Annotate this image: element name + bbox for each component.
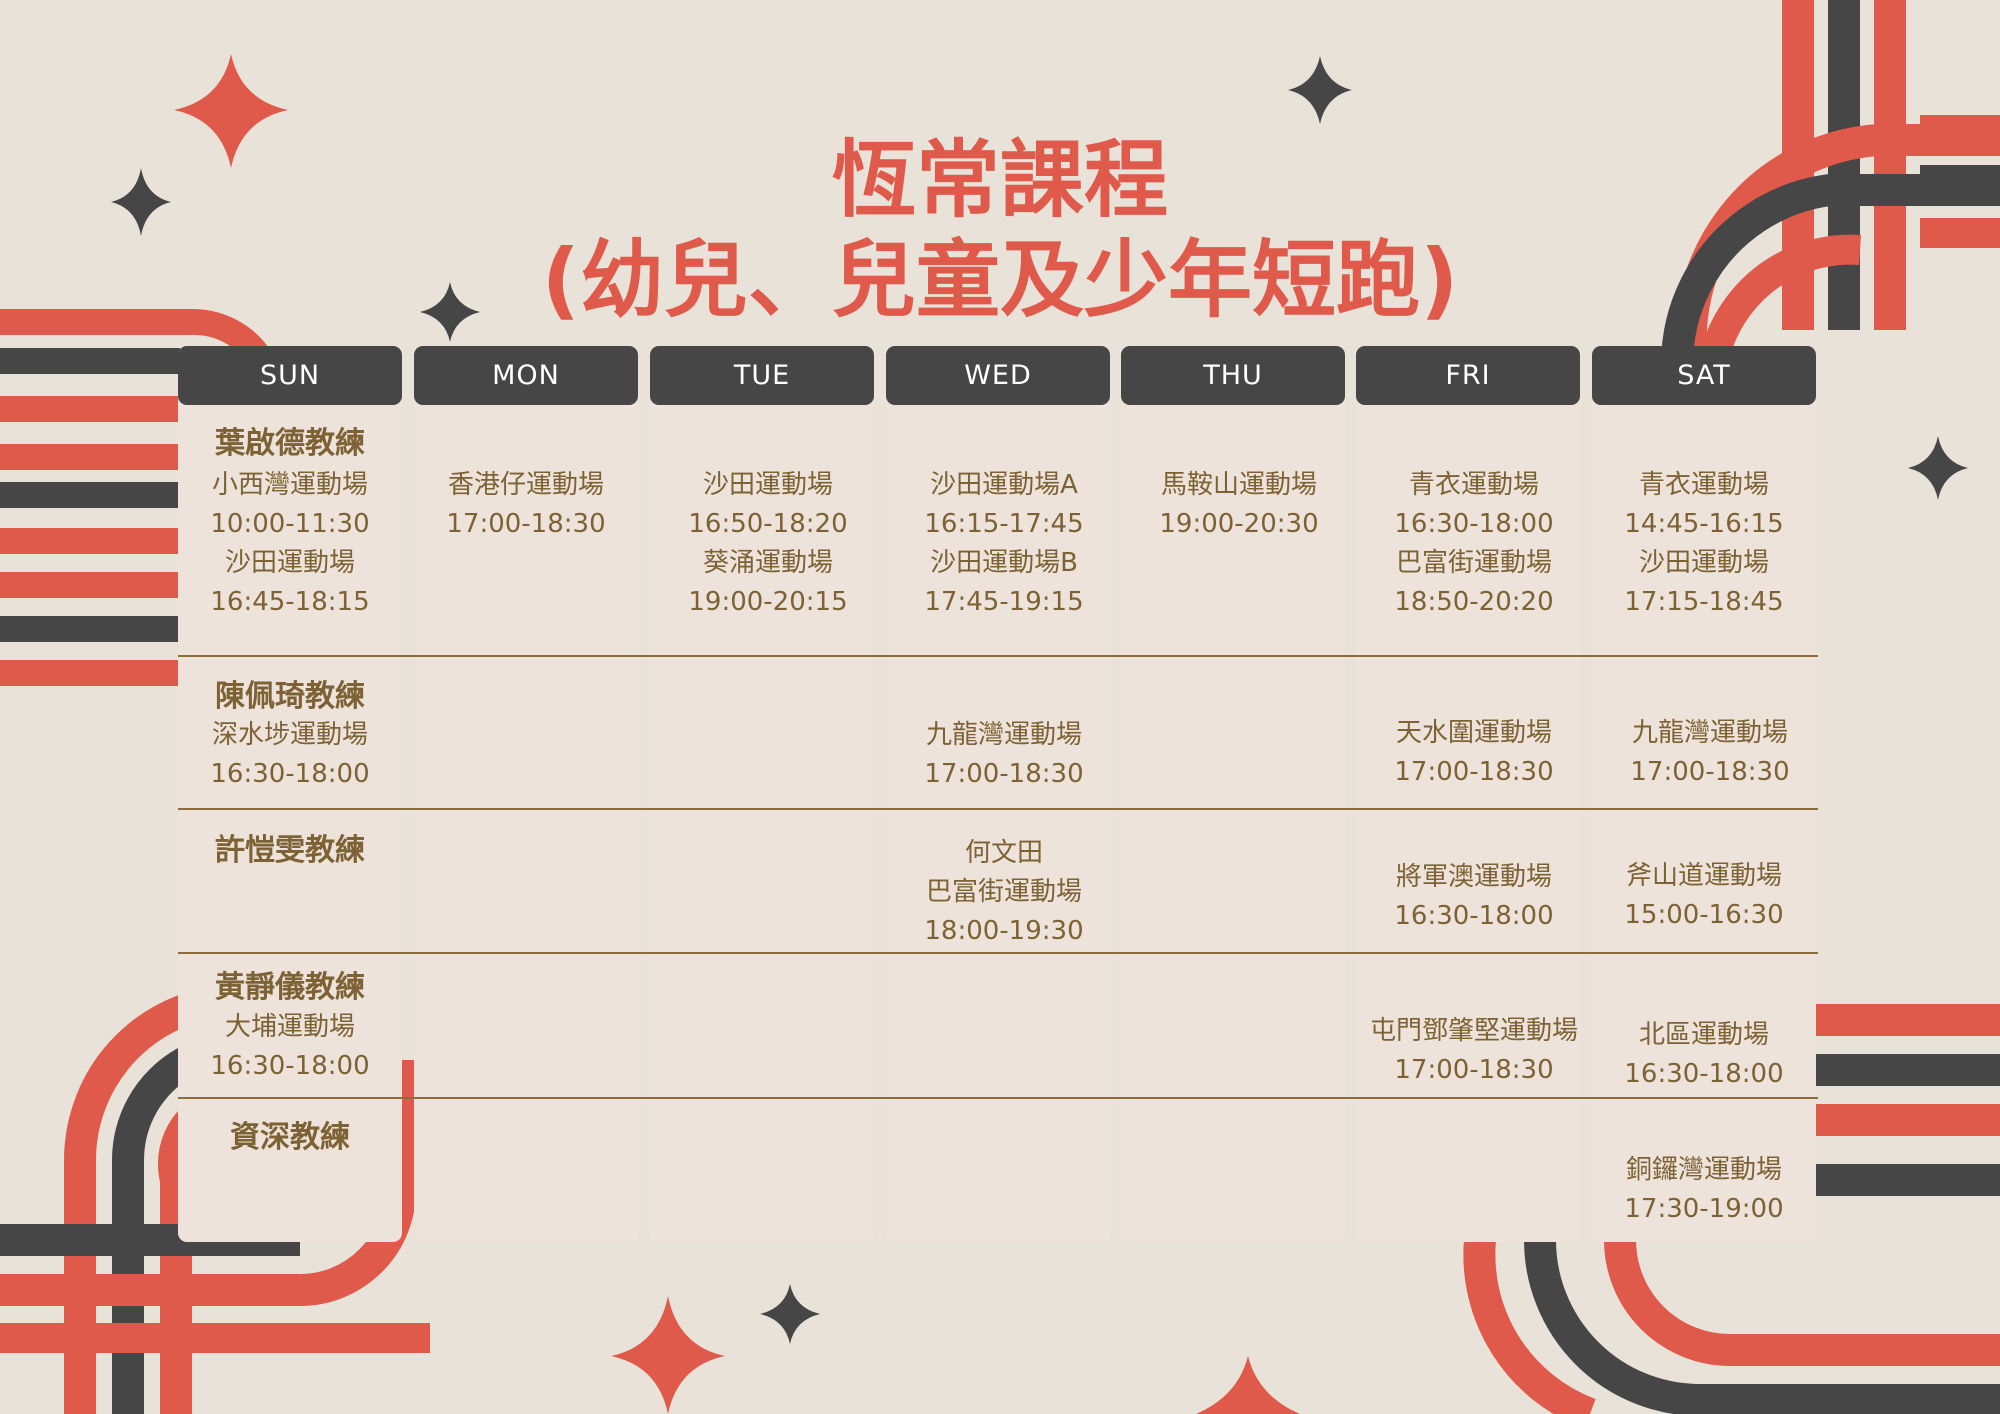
time-label: 18:50-20:20 [1394,587,1554,617]
sparkle-icon [611,1296,725,1414]
day-header-sat: SAT [1592,346,1816,405]
venue-label: 屯門鄧肇堅運動場 [1369,1016,1578,1046]
venue-label: 巴富街運動場 [1395,548,1552,578]
session-block: 天水圍運動場 17:00-18:30 [1356,714,1592,792]
venue-label: 沙田運動場A [930,470,1078,500]
coach-name: 陳佩琦教練 [215,679,365,714]
time-label: 10:00-11:30 [210,509,370,539]
venue-label: 葵涌運動場 [702,548,833,578]
column-sat: SAT [1592,346,1816,1242]
venue-label: 天水圍運動場 [1395,718,1552,748]
venue-label: 沙田運動場B [930,548,1078,578]
venue-label: 深水埗運動場 [211,720,368,750]
venue-label: 小西灣運動場 [211,470,368,500]
column-tue: TUE [650,346,874,1242]
venue-label: 沙田運動場 [702,470,833,500]
coach-name: 黃靜儀教練 [215,970,365,1005]
page-subtitle: (幼兒、兒童及少年短跑) [541,231,1459,329]
session-block: 馬鞍山運動場 19:00-20:30 [1121,466,1357,544]
session-block: 沙田運動場A 16:15-17:45 沙田運動場B 17:45-19:15 [886,466,1122,622]
venue-label: 沙田運動場 [1638,548,1769,578]
day-header-tue: TUE [650,346,874,405]
time-label: 18:00-19:30 [924,916,1084,946]
time-label: 16:50-18:20 [688,509,848,539]
venue-label: 斧山道運動場 [1625,861,1782,891]
sparkle-icon [420,282,480,342]
time-label: 19:00-20:15 [688,587,848,617]
session-block: 九龍灣運動場 17:00-18:30 [886,716,1122,794]
venue-label: 九龍灣運動場 [925,720,1082,750]
time-label: 16:30-18:00 [210,1051,370,1081]
session-block: 銅鑼灣運動場 17:30-19:00 [1586,1151,1822,1229]
time-label: 17:15-18:45 [1624,587,1784,617]
session-block: 青衣運動場 16:30-18:00 巴富街運動場 18:50-20:20 [1356,466,1592,622]
time-label: 17:30-19:00 [1624,1194,1784,1224]
column-wed: WED [886,346,1110,1242]
day-header-wed: WED [886,346,1110,405]
coach-name: 葉啟德教練 [215,426,365,461]
day-header-fri: FRI [1356,346,1580,405]
row-divider [178,952,1818,954]
venue-label: 大埔運動場 [224,1012,355,1042]
session-block: 大埔運動場 16:30-18:00 [172,1008,408,1086]
time-label: 17:00-18:30 [1394,757,1554,787]
session-block: 屯門鄧肇堅運動場 17:00-18:30 [1356,1012,1592,1090]
time-label: 16:30-18:00 [1624,1059,1784,1089]
page-title: 恆常課程 [831,131,1168,229]
session-block: 香港仔運動場 17:00-18:30 [408,466,644,544]
sparkle-icon [1196,1356,1300,1414]
session-block: 沙田運動場 16:50-18:20 葵涌運動場 19:00-20:15 [650,466,886,622]
time-label: 16:30-18:00 [1394,509,1554,539]
day-header-mon: MON [414,346,638,405]
sparkle-icon [760,1284,820,1344]
venue-label: 九龍灣運動場 [1631,718,1788,748]
day-header-thu: THU [1121,346,1345,405]
time-label: 16:45-18:15 [210,587,370,617]
column-mon: MON [414,346,638,1242]
sparkle-icon [1288,56,1352,124]
row-divider [178,655,1818,657]
column-sun: SUN [178,346,402,1242]
row-divider [178,1097,1818,1099]
session-block: 小西灣運動場 10:00-11:30 沙田運動場 16:45-18:15 [172,466,408,622]
time-label: 16:30-18:00 [210,759,370,789]
venue-label: 將軍澳運動場 [1395,862,1552,892]
session-block: 何文田 巴富街運動場 18:00-19:30 [886,834,1122,951]
time-label: 17:00-18:30 [1630,757,1790,787]
session-block: 青衣運動場 14:45-16:15 沙田運動場 17:15-18:45 [1586,466,1822,622]
sparkle-icon [111,168,171,236]
session-block: 九龍灣運動場 17:00-18:30 [1592,714,1828,792]
time-label: 17:00-18:30 [446,509,606,539]
column-fri: FRI [1356,346,1580,1242]
time-label: 17:45-19:15 [924,587,1084,617]
venue-label: 沙田運動場 [224,548,355,578]
time-label: 15:00-16:30 [1624,900,1784,930]
session-block: 北區運動場 16:30-18:00 [1586,1016,1822,1094]
time-label: 17:00-18:30 [1394,1055,1554,1085]
time-label: 19:00-20:30 [1159,509,1319,539]
venue-label: 巴富街運動場 [925,877,1082,907]
venue-label: 馬鞍山運動場 [1160,470,1317,500]
venue-label: 青衣運動場 [1408,470,1539,500]
venue-label: 何文田 [964,838,1043,868]
time-label: 16:15-17:45 [924,509,1084,539]
venue-label: 香港仔運動場 [447,470,604,500]
row-divider [178,808,1818,810]
time-label: 14:45-16:15 [1624,509,1784,539]
venue-label: 青衣運動場 [1638,470,1769,500]
sparkle-icon [174,54,288,168]
venue-label: 北區運動場 [1638,1020,1769,1050]
session-block: 深水埗運動場 16:30-18:00 [172,716,408,794]
column-thu: THU [1121,346,1345,1242]
time-label: 16:30-18:00 [1394,901,1554,931]
sparkle-icon [1908,436,1968,500]
coach-name: 資深教練 [230,1120,350,1155]
time-label: 17:00-18:30 [924,759,1084,789]
coach-name: 許愷雯教練 [215,833,365,868]
day-header-sun: SUN [178,346,402,405]
venue-label: 銅鑼灣運動場 [1625,1155,1782,1185]
session-block: 將軍澳運動場 16:30-18:00 [1356,858,1592,936]
session-block: 斧山道運動場 15:00-16:30 [1586,857,1822,935]
